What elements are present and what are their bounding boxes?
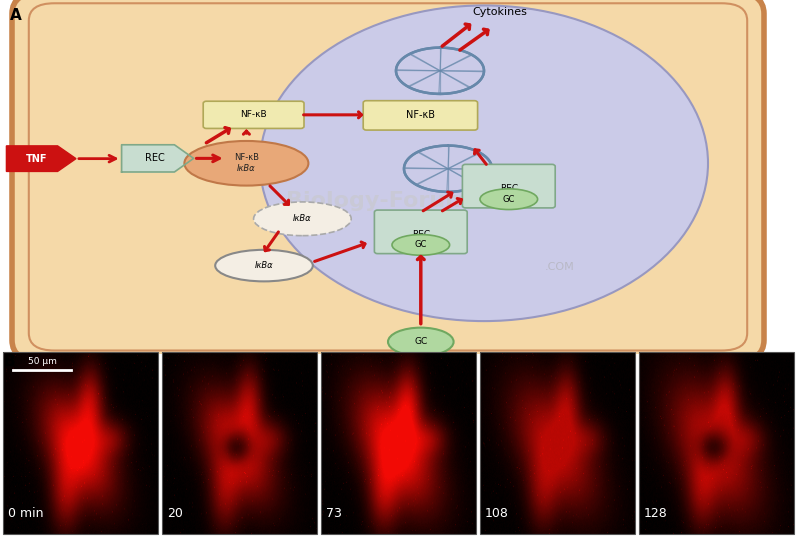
Text: NF-κB: NF-κB (240, 110, 267, 120)
Ellipse shape (392, 235, 450, 255)
Text: .COM: .COM (545, 262, 575, 272)
Bar (162, 352, 317, 534)
FancyBboxPatch shape (374, 210, 467, 254)
FancyBboxPatch shape (203, 101, 304, 129)
Bar (639, 352, 794, 534)
Bar (3, 352, 158, 534)
Text: 108: 108 (485, 507, 509, 520)
Ellipse shape (254, 202, 351, 236)
Text: REC: REC (500, 184, 518, 193)
Polygon shape (122, 145, 194, 172)
Text: B: B (4, 354, 16, 369)
FancyBboxPatch shape (12, 0, 764, 362)
Text: A: A (10, 8, 22, 23)
FancyBboxPatch shape (462, 165, 555, 208)
Text: 128: 128 (644, 507, 668, 520)
Bar (480, 352, 635, 534)
Text: 20: 20 (167, 507, 183, 520)
Text: Cytokines: Cytokines (473, 7, 527, 17)
Polygon shape (6, 146, 76, 172)
Ellipse shape (480, 189, 538, 210)
Ellipse shape (184, 141, 308, 185)
Ellipse shape (215, 250, 313, 281)
Text: REC: REC (412, 230, 430, 239)
Text: IκBα: IκBα (254, 261, 274, 270)
Text: GC: GC (502, 195, 515, 204)
FancyBboxPatch shape (363, 101, 478, 130)
Text: IκBα: IκBα (293, 214, 312, 224)
Text: GC: GC (414, 337, 427, 346)
Text: TNF: TNF (26, 154, 47, 163)
Text: Biology-Forums: Biology-Forums (286, 191, 482, 211)
Bar (321, 352, 476, 534)
Text: NF-κB: NF-κB (406, 110, 435, 121)
Text: REC: REC (145, 153, 164, 163)
Text: 0 min: 0 min (8, 507, 43, 520)
Text: IκBα: IκBα (237, 164, 256, 173)
Text: 50 μm: 50 μm (27, 357, 57, 366)
Text: 73: 73 (326, 507, 342, 520)
Text: GC: GC (414, 241, 427, 249)
Ellipse shape (260, 5, 708, 321)
Text: NF-κB: NF-κB (234, 153, 259, 162)
Ellipse shape (388, 327, 454, 356)
